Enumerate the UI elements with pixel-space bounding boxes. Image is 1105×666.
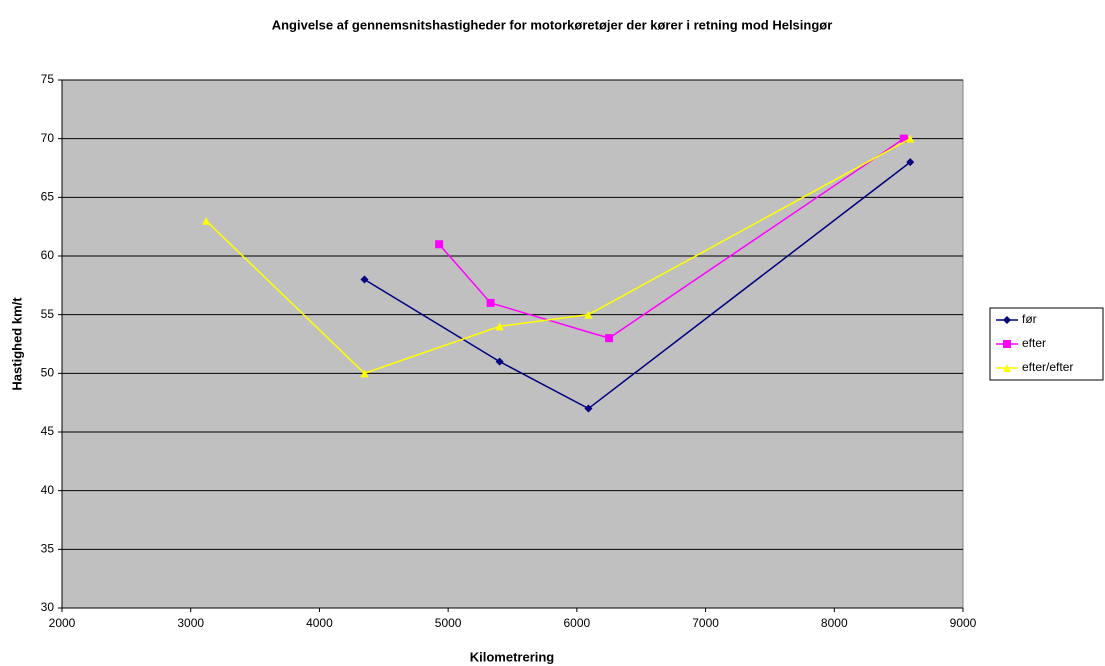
y-tick-label: 70 bbox=[41, 131, 55, 145]
y-tick-label: 30 bbox=[41, 600, 55, 614]
data-point bbox=[360, 369, 369, 378]
x-tick-label: 4000 bbox=[306, 616, 333, 630]
y-tick-label: 55 bbox=[41, 307, 55, 321]
y-tick-label: 40 bbox=[41, 483, 55, 497]
x-tick-label: 5000 bbox=[435, 616, 462, 630]
plot-area bbox=[61, 79, 964, 609]
y-axis-label: Hastighed km/t bbox=[9, 297, 24, 391]
data-point bbox=[906, 158, 915, 167]
x-tick-label: 9000 bbox=[950, 616, 977, 630]
y-tick-label: 75 bbox=[41, 72, 55, 86]
y-tick-label: 35 bbox=[41, 542, 55, 556]
series-line bbox=[438, 138, 905, 339]
x-tick-label: 6000 bbox=[564, 616, 591, 630]
y-tick-label: 45 bbox=[41, 424, 55, 438]
series-line bbox=[364, 161, 911, 410]
data-point bbox=[486, 298, 495, 307]
legend-marker bbox=[1003, 364, 1011, 372]
x-axis-label: Kilometrering bbox=[470, 649, 555, 664]
data-point bbox=[906, 134, 915, 143]
legend-label: efter bbox=[1022, 336, 1046, 350]
x-tick-label: 3000 bbox=[177, 616, 204, 630]
data-point bbox=[360, 275, 369, 284]
chart-title: Angivelse af gennemsnitshastigheder for … bbox=[272, 17, 833, 32]
legend-label: efter/efter bbox=[1022, 360, 1073, 374]
x-tick-label: 8000 bbox=[821, 616, 848, 630]
legend-label: før bbox=[1022, 312, 1037, 326]
data-point bbox=[495, 322, 504, 331]
y-tick-label: 50 bbox=[41, 366, 55, 380]
data-point bbox=[435, 240, 444, 249]
legend-marker bbox=[1003, 340, 1011, 348]
y-tick-label: 65 bbox=[41, 190, 55, 204]
x-tick-label: 2000 bbox=[49, 616, 76, 630]
legend-marker bbox=[1003, 316, 1011, 324]
x-tick-label: 7000 bbox=[692, 616, 719, 630]
y-tick-label: 60 bbox=[41, 248, 55, 262]
data-point bbox=[202, 216, 211, 225]
data-point bbox=[584, 404, 593, 413]
data-point bbox=[584, 310, 593, 319]
data-point bbox=[605, 334, 614, 343]
data-point bbox=[495, 357, 504, 366]
